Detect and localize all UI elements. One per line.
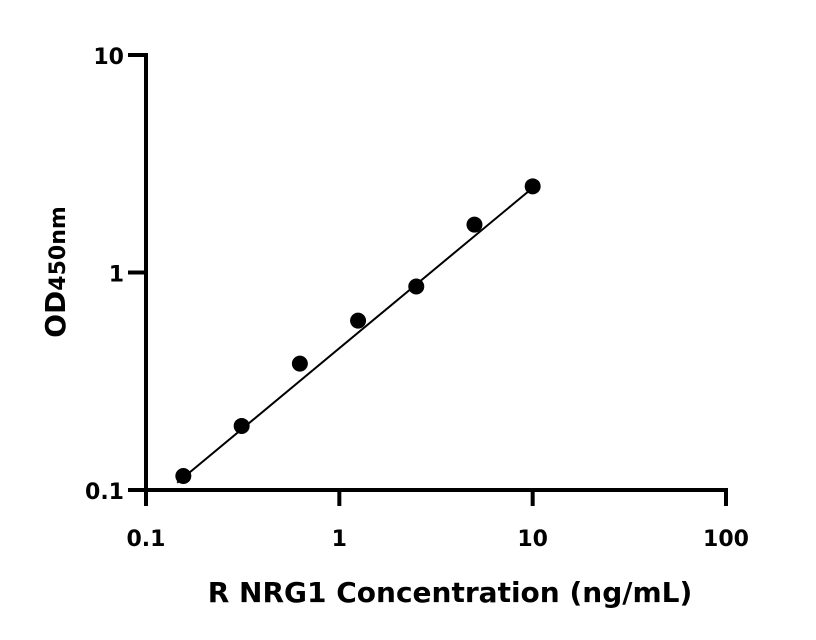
data-point bbox=[175, 467, 192, 484]
y-axis-label: OD450nm bbox=[39, 206, 72, 338]
data-point bbox=[350, 312, 367, 329]
data-point bbox=[291, 355, 308, 372]
x-tick-label: 0.1 bbox=[127, 527, 166, 552]
y-axis-label-subscript: 450nm bbox=[46, 206, 71, 291]
data-point bbox=[233, 417, 250, 434]
data-point bbox=[524, 178, 541, 195]
x-tick-label: 1 bbox=[332, 527, 347, 552]
x-tick-label: 10 bbox=[517, 527, 548, 552]
fit-line bbox=[176, 187, 534, 484]
y-tick-label: 1 bbox=[109, 263, 124, 288]
x-axis-label: R NRG1 Concentration (ng/mL) bbox=[208, 576, 693, 609]
y-tick-label: 10 bbox=[93, 45, 124, 70]
data-point bbox=[408, 278, 425, 295]
x-tick-label: 100 bbox=[703, 527, 749, 552]
y-tick-label: 0.1 bbox=[85, 480, 124, 505]
axes: 0.1 1 10 100 0.1 1 10 bbox=[85, 45, 749, 552]
data-point bbox=[466, 216, 483, 233]
marks bbox=[175, 178, 541, 484]
